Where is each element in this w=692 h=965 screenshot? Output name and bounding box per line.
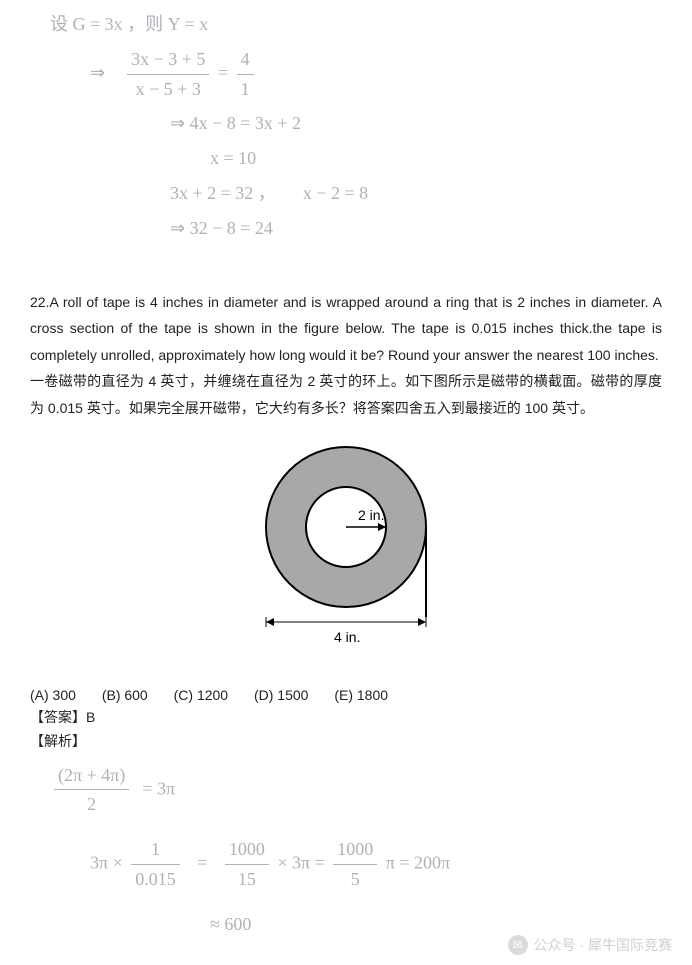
fraction: 1 0.015 [131,835,180,894]
watermark-text: 公众号 · 犀牛国际竞赛 [534,935,672,955]
problem-chinese: 一卷磁带的直径为 4 英寸，并缠绕在直径为 2 英寸的环上。如下图所示是磁带的横… [30,373,662,416]
answer-choices: (A) 300 (B) 600 (C) 1200 (D) 1500 (E) 18… [30,687,662,703]
fraction: 1000 15 [225,835,269,894]
fraction: 1000 5 [333,835,377,894]
answer-line: 【答案】B [30,707,662,727]
choice-e: (E) 1800 [334,687,388,703]
handwriting-top: 设 G = 3x ，则 Y = x ⇒ 3x − 3 + 5 x − 5 + 3… [30,10,662,269]
tape-figure: 2 in. 4 in. [30,442,662,657]
arrow-glyph: ⇒ [90,62,105,82]
watermark: ✉ 公众号 · 犀牛国际竞赛 [508,935,672,955]
fraction: 4 1 [237,45,254,104]
outer-label: 4 in. [334,629,360,645]
hw-line: 3π × 1 0.015 = 1000 15 × 3π = 1000 5 π =… [50,835,642,894]
problem-english: A roll of tape is 4 inches in diameter a… [30,294,662,363]
fraction: 3x − 3 + 5 x − 5 + 3 [127,45,209,104]
handwriting-bottom: (2π + 4π) 2 = 3π 3π × 1 0.015 = 1000 15 … [30,751,662,939]
hw-line: x = 10 [50,144,642,173]
fraction: (2π + 4π) 2 [54,761,129,820]
hw-line: (2π + 4π) 2 = 3π [50,761,642,820]
problem-number: 22. [30,294,49,310]
choice-b: (B) 600 [102,687,148,703]
tape-diagram-svg: 2 in. 4 in. [246,442,446,652]
hw-line: 3x + 2 = 32 ， x − 2 = 8 [50,179,642,208]
inner-label: 2 in. [358,507,384,523]
hw-line: ⇒ 4x − 8 = 3x + 2 [50,109,642,138]
choice-c: (C) 1200 [174,687,228,703]
hw-line: ⇒ 32 − 8 = 24 [50,214,642,243]
choice-a: (A) 300 [30,687,76,703]
wechat-icon: ✉ [508,935,528,955]
analysis-line: 【解析】 [30,731,662,751]
problem-text: 22.A roll of tape is 4 inches in diamete… [30,289,662,422]
hw-line: 设 G = 3x ，则 Y = x [50,10,642,39]
hw-line: ⇒ 3x − 3 + 5 x − 5 + 3 = 4 1 [50,45,642,104]
choice-d: (D) 1500 [254,687,308,703]
